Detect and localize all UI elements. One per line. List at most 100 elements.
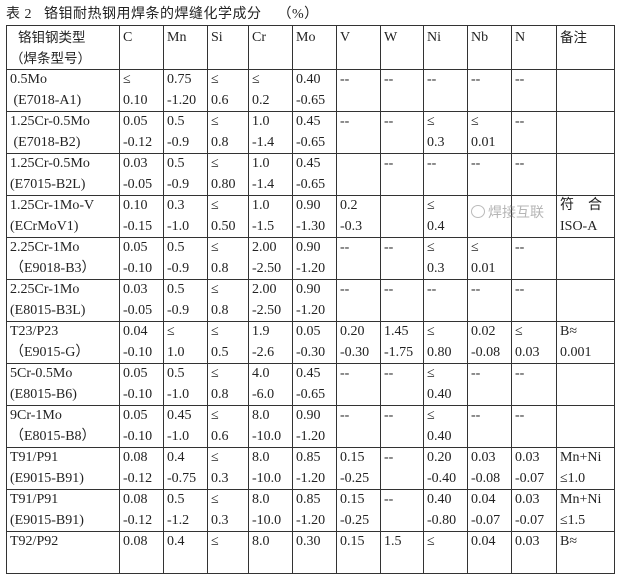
- cell-line: -0.3: [340, 218, 363, 234]
- cell-line: --: [427, 282, 437, 297]
- cell-line: 0.90: [296, 240, 321, 255]
- cell-mn: 0.3 -1.0: [163, 195, 208, 238]
- cell-n: --: [511, 111, 557, 154]
- cell-line: ≤: [211, 282, 219, 297]
- cell-line: [560, 113, 611, 133]
- cell-line: 0.85: [296, 450, 321, 465]
- cell-mn: 0.5 -0.9: [163, 153, 208, 196]
- cell-ni: ≤0.40: [423, 405, 468, 448]
- cell-line: -0.15: [123, 218, 153, 234]
- cell-line: [384, 385, 420, 405]
- cell-line: 8.0: [252, 492, 270, 507]
- cell-line: --: [427, 156, 437, 171]
- cell-line: [560, 71, 611, 91]
- cell-line: 0.3: [427, 260, 445, 276]
- cell-line: ≤: [211, 72, 219, 87]
- cell-line: 0.90: [296, 282, 321, 297]
- cell-line: (E9015-B91): [10, 470, 84, 486]
- cell-si: ≤0.80: [207, 153, 249, 196]
- cell-line: ≤: [471, 114, 479, 129]
- cell-line: 符 合: [560, 198, 602, 213]
- cell-line: --: [515, 156, 525, 171]
- cell-line: [252, 553, 289, 573]
- header-mn: Mn: [163, 25, 208, 70]
- cell-line: -0.75: [167, 470, 197, 486]
- cell-mo: 0.45 -0.65: [292, 111, 337, 154]
- watermark: 焊接互联: [488, 205, 544, 221]
- cell-line: ≤: [211, 534, 219, 549]
- cell-line: --: [427, 72, 437, 87]
- cell-line: [167, 553, 204, 573]
- header-w: W: [380, 25, 424, 70]
- cell-v: 0.15 -0.25: [336, 489, 381, 532]
- cell-line: [427, 175, 464, 195]
- cell-line: ≤: [427, 114, 435, 129]
- cell-c: 0.10 -0.15: [119, 195, 164, 238]
- cell-line: 0.80: [427, 344, 452, 360]
- cell-cr: 2.00 -2.50: [248, 237, 293, 280]
- cell-c: 0.04 -0.10: [119, 321, 164, 364]
- cell-si: ≤0.5: [207, 321, 249, 364]
- cell-cr: 1.0 -1.5: [248, 195, 293, 238]
- cell-line: 0.40: [427, 492, 452, 507]
- cell-line: 0.5: [167, 240, 185, 255]
- cell-line: (E8015-B6): [10, 386, 77, 402]
- cell-line: -1.75: [384, 344, 414, 360]
- cell-line: --: [515, 114, 525, 129]
- cell-line: [384, 511, 420, 531]
- cell-line: 0.03: [515, 492, 540, 507]
- cell-w: --: [380, 279, 424, 322]
- cell-line: [560, 553, 611, 573]
- cell-cr: ≤0.2: [248, 69, 293, 112]
- table-row: 2.25Cr-1Mo (E8015-B3L) 0.03 -0.05 0.5 -0.9 ≤0.…: [6, 279, 615, 322]
- cell-nb: --: [467, 69, 512, 112]
- cell-line: 0.45: [296, 114, 321, 129]
- cell-line: 5Cr-0.5Mo: [10, 366, 73, 381]
- cell-line: -1.0: [167, 218, 190, 234]
- cell-note: Mn+Ni ≤1.0: [556, 447, 615, 490]
- cell-nb: --: [467, 405, 512, 448]
- cell-line: 0.02: [471, 324, 496, 339]
- cell-line: 0.8: [211, 386, 229, 402]
- cell-line: 4.0: [252, 366, 270, 381]
- cell-line: 0.03: [123, 282, 148, 297]
- cell-line: -0.05: [123, 176, 153, 192]
- cell-line: T23/P23: [10, 324, 59, 339]
- cell-line: [560, 281, 611, 301]
- cell-line: ≤: [211, 324, 219, 339]
- cell-line: (E7015-B2L): [10, 176, 86, 192]
- cell-note: [556, 237, 615, 280]
- cell-line: ≤: [123, 72, 131, 87]
- cell-line: -0.40: [427, 470, 457, 486]
- cell-line: 0.10: [123, 92, 148, 108]
- cell-c: 0.05 -0.10: [119, 237, 164, 280]
- cell-line: ISO-A: [560, 218, 598, 234]
- cell-line: 8.0: [252, 534, 270, 549]
- cell-line: ≤: [427, 324, 435, 339]
- cell-v: --: [336, 111, 381, 154]
- cell-line: 0.20: [427, 450, 452, 465]
- cell-note: [556, 405, 615, 448]
- cell-line: --: [515, 408, 525, 423]
- cell-line: 0.2: [252, 92, 270, 108]
- cell-line: -0.30: [340, 344, 370, 360]
- cell-si: ≤0.3: [207, 489, 249, 532]
- cell-line: [384, 427, 420, 447]
- cell-type: 0.5Mo (E7018-A1): [6, 69, 120, 112]
- header-row: 铬钼钢类型 （焊条型号） C Mn Si Cr Mo V W Ni Nb N 备注: [6, 25, 615, 70]
- header-si: Si: [207, 25, 249, 70]
- cell-line: (ECrMoV1): [10, 218, 79, 234]
- cell-line: -2.50: [252, 302, 282, 318]
- cell-line: -1.30: [296, 218, 326, 234]
- cell-n: --: [511, 279, 557, 322]
- cell-line: [560, 133, 611, 153]
- cell-ni: ≤: [423, 531, 468, 574]
- table-title: 表 2 铬钼耐热钢用焊条的焊缝化学成分 （%）: [6, 7, 319, 22]
- cell-line: ≤: [515, 324, 523, 339]
- cell-line: -0.9: [167, 134, 190, 150]
- cell-line: 2.00: [252, 282, 277, 297]
- cell-line: [515, 301, 553, 321]
- cell-line: [471, 91, 508, 111]
- cell-line: (E9015-B91): [10, 512, 84, 528]
- cell-type: 2.25Cr-1Mo (E8015-B3L): [6, 279, 120, 322]
